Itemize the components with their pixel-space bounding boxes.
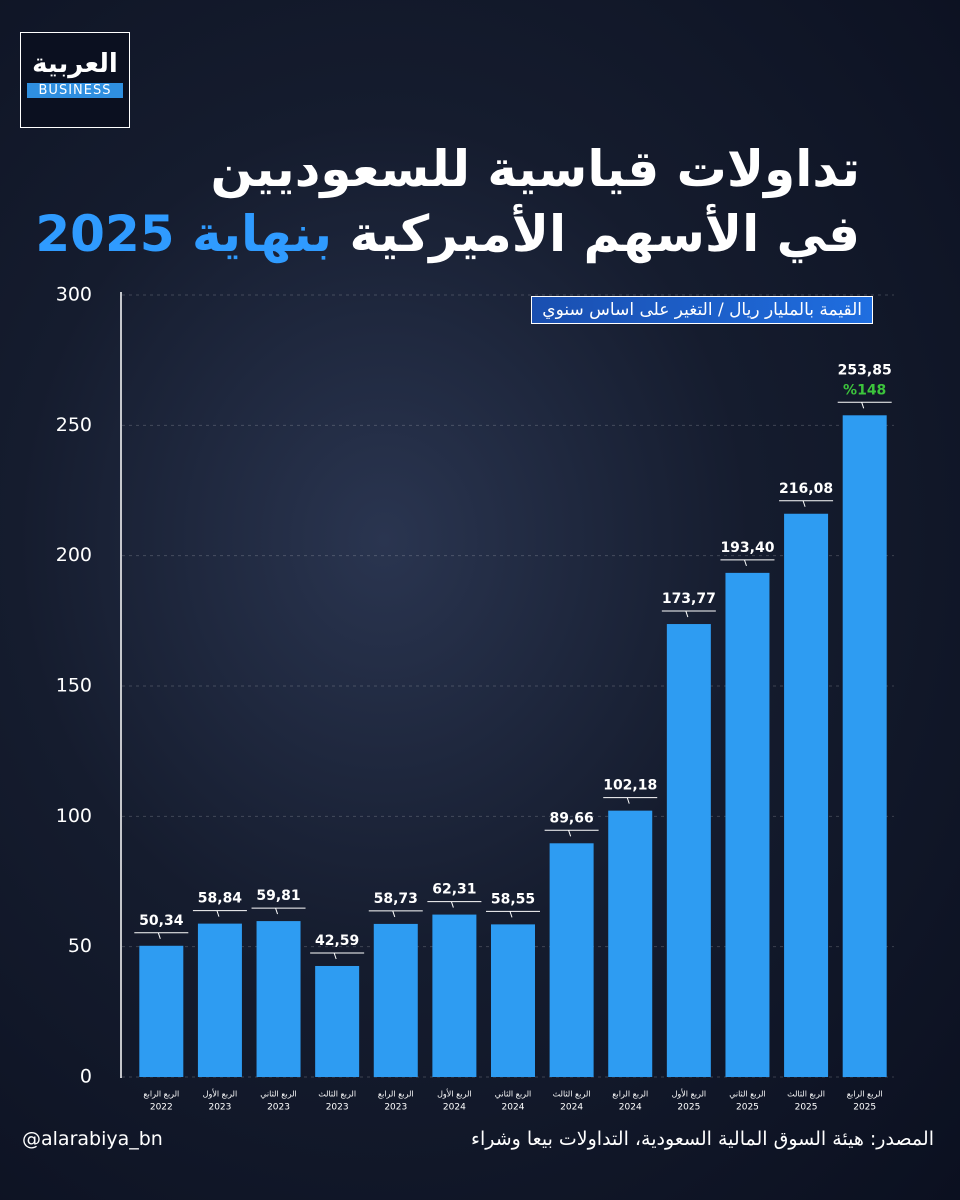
label-pointer [509,911,513,918]
x-tick-year: 2023 [384,1103,407,1113]
y-tick-label: 150 [56,675,92,697]
bar [842,415,887,1077]
label-pointer [685,610,689,618]
value-label: 89,66 [549,810,593,826]
bar [491,924,535,1077]
x-tick-label: الربع الرابع [378,1090,414,1099]
x-tick-year: 2023 [208,1103,231,1113]
x-tick-year: 2025 [795,1103,818,1113]
x-tick-label: الربع الرابع [847,1090,883,1099]
label-pointer [743,559,747,567]
value-label: 173,77 [662,591,716,607]
x-tick-label: الربع الثاني [495,1090,532,1099]
chart-title: تداولات قياسية للسعوديين [210,140,860,198]
label-pointer [216,910,220,917]
label-pointer [802,500,806,507]
x-tick-year: 2024 [502,1103,525,1113]
value-label: 253,85 [838,362,892,378]
label-pointer [157,932,161,939]
y-tick-label: 100 [56,805,92,827]
value-label: 62,31 [432,882,476,898]
value-label: 58,55 [491,891,535,907]
x-tick-label: الربع الثاني [729,1090,766,1099]
x-tick-year: 2025 [736,1103,759,1113]
bar [197,923,242,1077]
handle: @alarabiya_bn [22,1128,163,1150]
x-tick-label: الربع الرابع [612,1090,648,1099]
x-tick-year: 2024 [619,1103,642,1113]
label-pointer [392,910,396,918]
x-tick-label: الربع الثالث [318,1090,356,1099]
bar [315,965,360,1077]
value-label: 42,59 [315,933,359,949]
y-tick-label: 50 [68,935,92,957]
label-pointer [275,907,279,915]
x-tick-label: الربع الثاني [260,1090,297,1099]
bar [725,572,770,1077]
subtitle: القيمة بالمليار ريال / التغير على اساس س… [531,296,873,324]
x-tick-year: 2022 [150,1103,173,1113]
title-highlight: بنهاية 2025 [35,205,333,263]
source: المصدر: هيئة السوق المالية السعودية، الت… [471,1128,934,1150]
label-pointer [861,402,865,409]
value-label: 216,08 [779,481,833,497]
logo-text: العربية [32,49,118,79]
x-tick-year: 2025 [853,1103,876,1113]
bar [549,843,594,1077]
bar [608,810,653,1077]
label-pointer [333,952,337,960]
x-tick-year: 2023 [267,1103,290,1113]
label-pointer [568,830,572,837]
annotation: %148 [843,382,886,398]
x-tick-label: الربع الأول [437,1089,472,1099]
bar [139,945,184,1077]
logo: العربية BUSINESS [20,32,130,128]
bar [666,624,711,1077]
value-label: 59,81 [256,888,300,904]
x-tick-label: الربع الرابع [143,1090,179,1099]
bar [784,513,829,1077]
label-pointer [450,901,454,908]
value-label: 50,34 [139,913,184,929]
value-label: 58,84 [198,891,243,907]
x-tick-label: الربع الأول [203,1089,238,1099]
x-tick-year: 2025 [677,1103,700,1113]
x-tick-label: الربع الثالث [553,1090,591,1099]
y-tick-label: 300 [56,284,92,306]
value-label: 58,73 [374,891,418,907]
x-tick-year: 2023 [326,1103,349,1113]
x-tick-label: الربع الثالث [787,1090,825,1099]
bar [256,921,301,1077]
title-line2: في الأسهم الأميركية [349,205,860,263]
chart-title-line: في الأسهم الأميركية بنهاية 2025 [35,205,860,263]
logo-sub: BUSINESS [27,83,123,98]
value-label: 193,40 [720,540,774,556]
value-label: 102,18 [603,778,657,794]
x-tick-label: الربع الأول [672,1089,707,1099]
bar [432,914,477,1077]
x-tick-year: 2024 [443,1103,466,1113]
bar [373,923,418,1077]
y-tick-label: 200 [56,544,92,566]
x-tick-year: 2024 [560,1103,583,1113]
y-tick-label: 250 [56,414,92,436]
y-tick-label: 0 [80,1066,92,1088]
label-pointer [626,797,630,804]
